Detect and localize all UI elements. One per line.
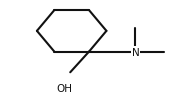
Text: OH: OH — [56, 83, 72, 93]
Text: N: N — [132, 47, 139, 57]
